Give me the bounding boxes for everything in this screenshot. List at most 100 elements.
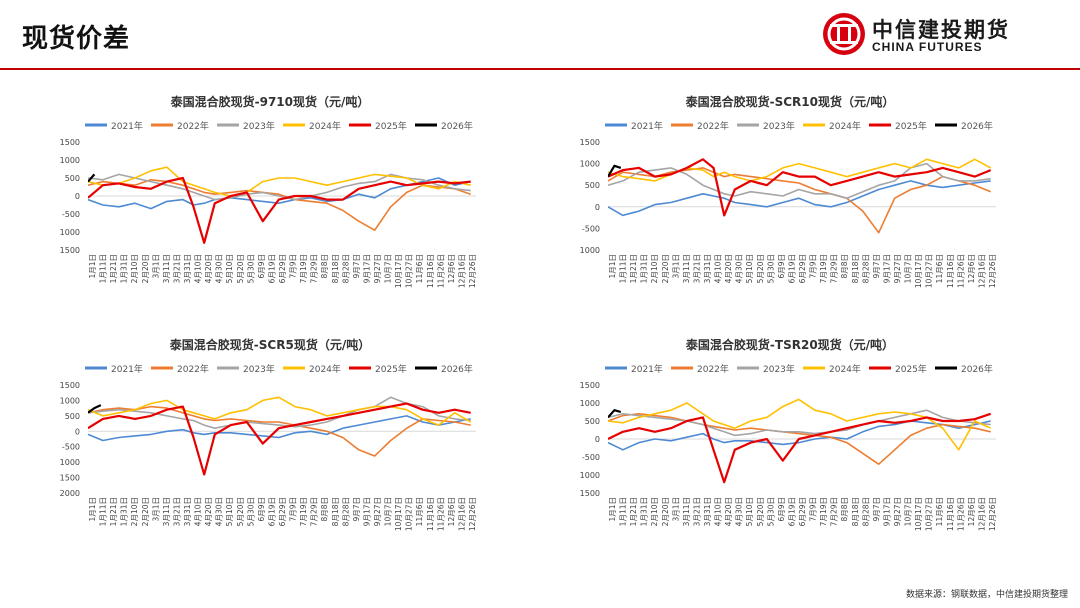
x-tick-label: 1月31日 — [640, 497, 649, 526]
x-tick-label: 6月9日 — [257, 254, 266, 279]
x-tick-label: 1月1日 — [88, 497, 97, 522]
x-tick-label: 1月11日 — [619, 254, 628, 283]
series-line-2022年 — [88, 179, 471, 231]
y-tick-label: 0 — [75, 427, 80, 436]
y-tick-label: -1000 — [60, 458, 80, 467]
logo-text-en: CHINA FUTURES — [872, 40, 983, 54]
chart-title: 泰国混合胶现货-TSR20现货（元/吨） — [685, 337, 894, 352]
x-tick-label: 1月21日 — [629, 254, 638, 283]
x-tick-label: 6月19日 — [787, 497, 796, 526]
x-tick-label: 8月18日 — [331, 254, 340, 283]
x-tick-label: 9月27日 — [373, 497, 382, 526]
chart-9710-plot: 泰国混合胶现货-9710现货（元/吨） 2021年 2022年 2023年 2024年 2… — [60, 94, 477, 288]
series-line-2024年 — [88, 166, 471, 197]
y-tick-label: -500 — [582, 453, 600, 462]
x-tick-label: 3月11日 — [162, 497, 171, 526]
chart-scr5-plot: 泰国混合胶现货-SCR5现货（元/吨） 2021年 2022年 2023年 2024年 2… — [60, 337, 477, 531]
y-tick-label: 500 — [65, 174, 80, 183]
x-tick-label: 5月10日 — [745, 497, 754, 526]
x-tick-label: 8月18日 — [851, 497, 860, 526]
x-tick-label: 6月29日 — [798, 497, 807, 526]
x-tick-label: 3月21日 — [172, 497, 181, 526]
x-tick-label: 11月26日 — [436, 254, 445, 288]
x-tick-label: 1月1日 — [88, 254, 97, 279]
x-tick-label: 3月1日 — [151, 254, 160, 279]
x-tick-label: 6月29日 — [798, 254, 807, 283]
x-tick-label: 6月29日 — [278, 497, 287, 526]
x-tick-label: 12月26日 — [468, 497, 477, 531]
x-tick-label: 8月8日 — [840, 254, 849, 279]
x-tick-label: 7月9日 — [809, 254, 818, 279]
x-tick-label: 1月31日 — [120, 497, 129, 526]
x-tick-label: 3月31日 — [183, 497, 192, 526]
x-tick-label: 11月16日 — [946, 497, 955, 531]
y-tick-label: 1000 — [60, 156, 80, 165]
x-tick-label: 9月7日 — [872, 254, 881, 279]
x-tick-label: 4月20日 — [724, 497, 733, 526]
series-line-2026年 — [608, 409, 622, 419]
x-tick-label: 2月10日 — [650, 254, 659, 283]
data-source-note: 数据来源：钢联数据，中信建投期货整理 — [905, 590, 1068, 600]
china-futures-logo-icon — [823, 13, 865, 55]
x-tick-label: 7月19日 — [819, 497, 828, 526]
x-tick-label: 11月6日 — [415, 497, 424, 526]
x-tick-label: 3月11日 — [162, 254, 171, 283]
x-tick-label: 12月6日 — [967, 254, 976, 283]
x-tick-label: 12月6日 — [447, 497, 456, 526]
legend-label: 2024年 — [829, 120, 861, 132]
x-tick-label: 9月7日 — [352, 254, 361, 279]
x-tick-label: 1月31日 — [120, 254, 129, 283]
x-tick-label: 10月17日 — [394, 497, 403, 531]
x-tick-label: 4月20日 — [724, 254, 733, 283]
x-tick-label: 11月16日 — [426, 254, 435, 288]
y-tick-label: 1500 — [580, 138, 600, 147]
x-tick-label: 5月10日 — [225, 254, 234, 283]
x-tick-label: 1月1日 — [608, 254, 617, 279]
series-line-2025年 — [88, 402, 471, 476]
x-tick-label: 5月30日 — [246, 497, 255, 526]
y-tick-label: 500 — [65, 412, 80, 421]
legend-label: 2023年 — [243, 120, 275, 132]
x-tick-label: 5月30日 — [766, 497, 775, 526]
y-tick-label: 0 — [75, 192, 80, 201]
x-tick-label: 12月16日 — [457, 254, 466, 288]
x-tick-label: 8月8日 — [320, 497, 329, 522]
x-tick-label: 9月27日 — [893, 254, 902, 283]
x-tick-label: 8月28日 — [861, 254, 870, 283]
legend-label: 2024年 — [309, 363, 341, 375]
series-line-2023年 — [88, 396, 471, 429]
x-tick-label: 4月30日 — [215, 497, 224, 526]
x-tick-label: 9月17日 — [362, 254, 371, 283]
y-tick-label: -1500 — [580, 489, 600, 498]
chart-9710: 泰国混合胶现货-9710现货（元/吨） 2021年 2022年 2023年 2024年 2… — [60, 90, 480, 320]
x-tick-label: 12月16日 — [457, 497, 466, 531]
x-tick-label: 4月10日 — [194, 254, 203, 283]
x-tick-label: 2月20日 — [141, 497, 150, 526]
x-tick-label: 12月6日 — [447, 254, 456, 283]
x-tick-label: 1月1日 — [608, 497, 617, 522]
x-tick-label: 12月26日 — [988, 497, 997, 531]
x-tick-label: 5月30日 — [246, 254, 255, 283]
header: 现货价差 中信建投期货 CHINA FUTURES — [0, 0, 1080, 70]
x-tick-label: 2月20日 — [661, 254, 670, 283]
x-tick-label: 10月27日 — [405, 497, 414, 531]
x-tick-label: 2月10日 — [130, 254, 139, 283]
x-tick-label: 4月30日 — [735, 497, 744, 526]
x-tick-label: 4月20日 — [204, 254, 213, 283]
logo-text-cn: 中信建投期货 — [872, 18, 1010, 42]
x-tick-label: 3月11日 — [682, 497, 691, 526]
x-tick-label: 7月19日 — [299, 497, 308, 526]
legend-label: 2024年 — [309, 120, 341, 132]
x-tick-label: 3月21日 — [692, 497, 701, 526]
x-tick-label: 7月9日 — [289, 497, 298, 522]
x-tick-label: 7月29日 — [830, 254, 839, 283]
logo: 中信建投期货 CHINA FUTURES — [822, 12, 1012, 58]
chart-tsr20-plot: 泰国混合胶现货-TSR20现货（元/吨） 2021年 2022年 2023年 2024年… — [580, 337, 997, 531]
series-line-2026年 — [88, 404, 102, 414]
x-tick-label: 3月31日 — [703, 254, 712, 283]
y-tick-label: -500 — [582, 224, 600, 233]
y-tick-label: -500 — [62, 443, 80, 452]
series-line-2024年 — [88, 396, 472, 426]
series-line-2023年 — [608, 162, 991, 199]
x-tick-label: 4月10日 — [714, 497, 723, 526]
